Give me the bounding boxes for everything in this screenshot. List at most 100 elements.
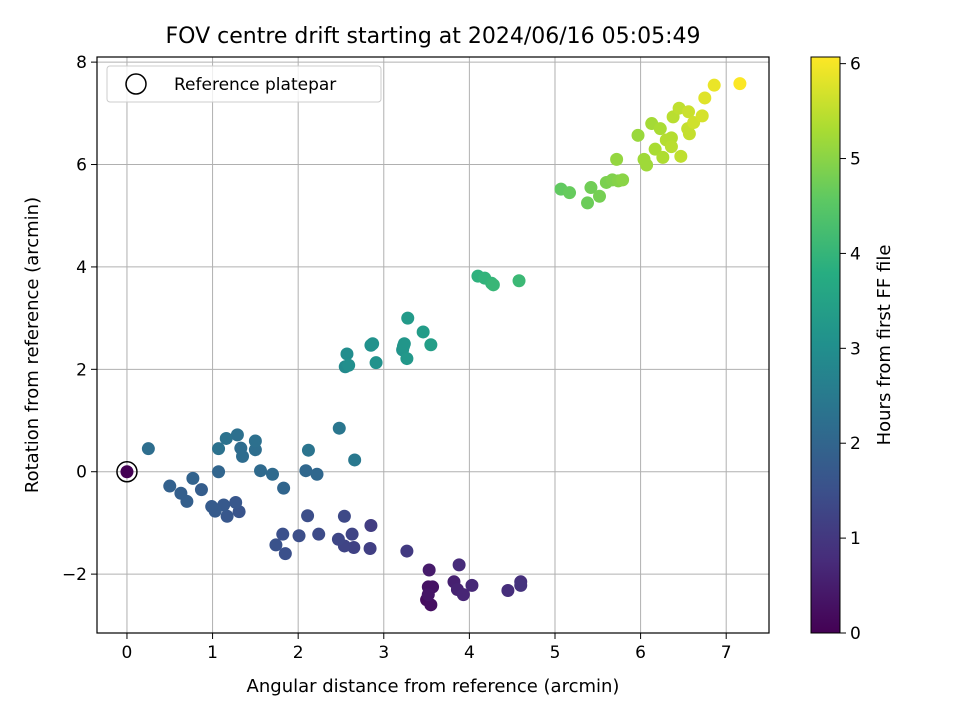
data-point [292, 529, 306, 543]
data-point [422, 563, 436, 577]
legend-box [106, 65, 382, 103]
data-point [364, 518, 378, 532]
reference-marker [116, 460, 138, 483]
data-point [229, 495, 243, 509]
data-point [230, 428, 244, 442]
data-point [120, 465, 134, 479]
colorbar-ticks: 0 1 2 3 4 5 6 [840, 55, 861, 644]
data-point [212, 442, 226, 456]
colorbar-tick-label: 5 [850, 150, 861, 170]
data-point [269, 538, 283, 552]
data-point [301, 509, 315, 523]
data-point [653, 122, 667, 136]
data-point [141, 442, 155, 456]
grid-lines [97, 57, 769, 633]
colorbar-tick-label: 2 [850, 434, 861, 454]
y-tick-label: 4 [76, 258, 87, 278]
data-point [610, 152, 624, 166]
data-point [254, 464, 268, 478]
data-point [707, 78, 721, 92]
x-axis-ticks: 0 1 2 3 4 5 6 7 [122, 633, 732, 663]
data-point [348, 453, 362, 467]
data-point [695, 109, 709, 123]
data-point [486, 278, 500, 292]
data-point [397, 337, 411, 351]
data-point [631, 128, 645, 142]
plot-frame [96, 56, 770, 634]
data-point [248, 434, 262, 448]
data-point [733, 77, 747, 91]
data-point [337, 509, 351, 523]
y-axis-label: Rotation from reference (arcmin) [22, 197, 43, 493]
data-point [421, 588, 435, 602]
data-point [332, 421, 346, 435]
data-point [581, 196, 595, 210]
data-point [186, 471, 200, 485]
data-point [682, 127, 696, 141]
data-point [278, 547, 292, 561]
colorbar-tick-label: 3 [850, 339, 861, 359]
data-point [452, 558, 466, 572]
data-point [674, 149, 688, 163]
data-point [584, 181, 598, 195]
data-point [593, 189, 607, 203]
data-point [299, 464, 313, 478]
y-tick-label: 8 [76, 53, 87, 73]
x-tick-label: 7 [721, 643, 732, 663]
data-point [205, 500, 219, 514]
x-tick-label: 1 [207, 643, 218, 663]
data-point [616, 173, 630, 187]
data-point [194, 483, 208, 497]
y-axis-ticks: −2 0 2 4 6 8 [62, 53, 97, 585]
reference-platepar-marker [116, 460, 138, 483]
data-point [212, 465, 226, 479]
colorbar-tick-label: 1 [850, 529, 861, 549]
legend: Reference platepar [106, 65, 382, 103]
y-tick-label: 0 [76, 463, 87, 483]
legend-entry-reference: Reference platepar [174, 75, 336, 95]
data-point [234, 441, 248, 455]
colorbar-label: Hours from first FF file [874, 245, 895, 446]
colorbar-tick-label: 0 [850, 624, 861, 644]
data-point [563, 186, 577, 200]
colorbar-gradient [811, 57, 840, 633]
data-point [331, 532, 345, 546]
x-tick-label: 0 [122, 643, 133, 663]
data-point [219, 431, 233, 445]
data-point [648, 142, 662, 156]
chart-title: FOV centre drift starting at 2024/06/16 … [166, 24, 701, 49]
data-point [501, 584, 515, 598]
data-points [120, 77, 747, 612]
y-tick-label: 6 [76, 156, 87, 176]
data-point [416, 325, 430, 339]
data-point [174, 486, 188, 500]
x-tick-label: 2 [293, 643, 304, 663]
data-point [340, 347, 354, 361]
data-point [163, 479, 177, 493]
y-tick-label: 2 [76, 360, 87, 380]
colorbar-tick-label: 4 [850, 244, 861, 264]
data-point [514, 578, 528, 592]
data-point [424, 338, 438, 352]
colorbar-frame [810, 56, 841, 634]
data-point [366, 337, 380, 351]
data-point [301, 443, 315, 457]
x-tick-label: 3 [378, 643, 389, 663]
data-point [640, 158, 654, 172]
data-point [363, 542, 377, 556]
x-tick-label: 5 [550, 643, 561, 663]
colorbar-tick-label: 6 [850, 55, 861, 75]
data-point [265, 467, 279, 481]
data-point [342, 358, 356, 372]
data-point [656, 150, 670, 164]
data-point [424, 598, 438, 612]
data-point [220, 509, 234, 523]
data-point [401, 311, 415, 325]
data-point [400, 352, 414, 366]
data-point [698, 91, 712, 105]
y-tick-label: −2 [62, 565, 87, 585]
data-point [400, 544, 414, 558]
data-point [465, 578, 479, 592]
data-point [682, 105, 696, 119]
